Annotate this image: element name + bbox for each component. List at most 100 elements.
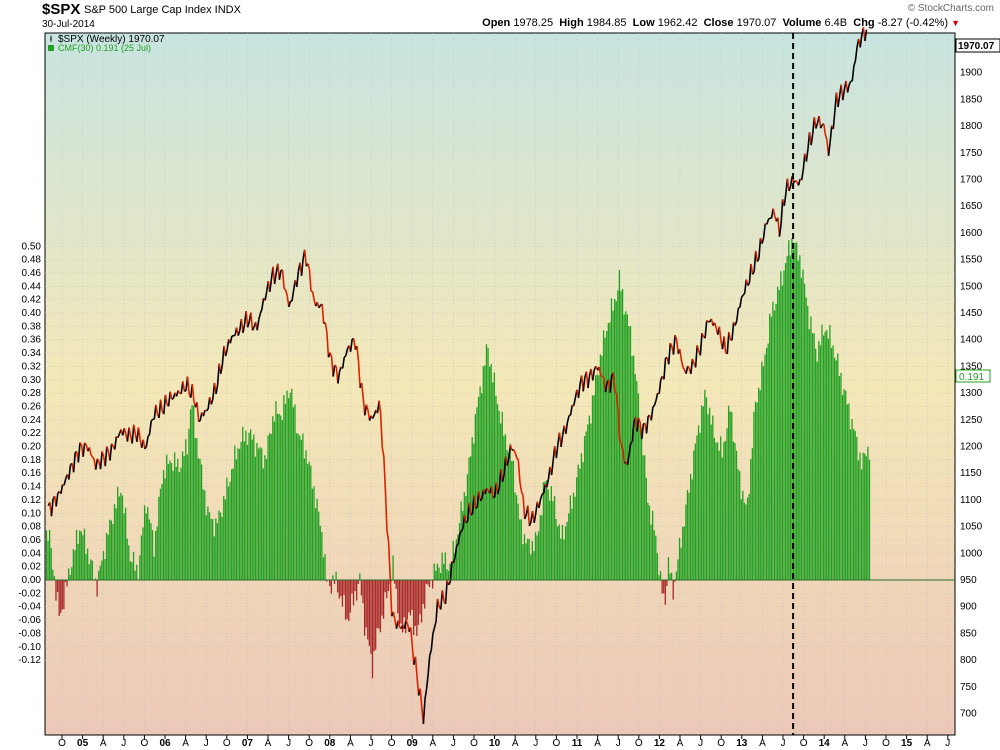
cmf-bar [811, 333, 814, 580]
cmf-bar [705, 397, 708, 580]
cmf-bar [86, 548, 89, 580]
price-segment [685, 365, 689, 374]
price-segment [680, 359, 684, 368]
price-segment [210, 398, 214, 405]
cmf-bar [200, 464, 203, 580]
price-segment [381, 447, 385, 457]
cmf-bar [368, 580, 370, 646]
cmf-bar [487, 347, 489, 580]
cmf-bar [439, 573, 442, 580]
price-segment [50, 499, 54, 517]
price-segment [846, 84, 850, 93]
price-segment [523, 514, 528, 520]
price-segment [284, 289, 289, 297]
price-segment [797, 178, 801, 186]
cmf-bar [742, 490, 744, 580]
cmf-bar [56, 580, 59, 593]
cmf-bar [721, 457, 723, 580]
cmf-bar [318, 511, 320, 580]
cmf-bar [761, 361, 763, 580]
cmf-bar [397, 580, 399, 614]
cmf-bar [659, 571, 662, 580]
price-segment [672, 335, 676, 355]
last-cmf-text: 0.191 [959, 372, 984, 383]
x-tick-label: A [182, 738, 189, 749]
price-segment [269, 278, 273, 292]
cmf-bar [715, 442, 717, 580]
cmf-bar [854, 431, 856, 580]
cmf-bar [536, 535, 538, 580]
price-segment [150, 418, 154, 422]
cmf-bar [289, 392, 291, 580]
price-segment [652, 404, 656, 408]
cmf-bar [367, 580, 369, 640]
cmf-bar [663, 580, 665, 594]
cmf-bar [647, 502, 649, 580]
cmf-bar [522, 544, 524, 580]
cmf-bar [534, 532, 537, 580]
price-segment [762, 223, 767, 238]
price-segment [191, 383, 195, 402]
price-segment [77, 442, 81, 463]
cmf-bar [265, 459, 268, 580]
cmf-bar [756, 402, 758, 580]
x-tick-label: 08 [324, 738, 336, 749]
cmf-bar [675, 571, 678, 580]
left-tick-label: 0.48 [22, 255, 42, 266]
cmf-bar [678, 537, 681, 580]
price-segment [109, 443, 113, 461]
cmf-bar [416, 580, 418, 636]
price-segment [560, 435, 564, 447]
price-segment [630, 441, 633, 444]
price-segment [675, 339, 679, 354]
price-segment [259, 308, 263, 314]
x-tick-label: J [863, 738, 868, 749]
cmf-bar [308, 461, 310, 580]
cmf-bar [490, 364, 492, 580]
cmf-bar [599, 354, 602, 580]
cmf-bar [704, 389, 706, 580]
cmf-bar [474, 414, 477, 580]
price-segment [264, 291, 268, 301]
cmf-bar [400, 580, 402, 624]
cmf-bar [420, 580, 423, 623]
cmf-bar [838, 376, 841, 580]
cmf-bar [199, 458, 201, 580]
left-tick-label: 0.30 [22, 375, 42, 386]
cmf-bar [531, 541, 534, 580]
cmf-bar [626, 314, 628, 580]
cmf-bar [523, 534, 526, 580]
price-segment [303, 249, 308, 267]
cmf-bar [764, 354, 766, 580]
cmf-bar [276, 413, 279, 580]
cmf-bar [102, 550, 105, 580]
cmf-bar [835, 360, 837, 580]
cmf-bar [568, 513, 570, 580]
price-segment [778, 223, 782, 237]
cmf-bar [216, 523, 219, 580]
price-segment [332, 364, 336, 377]
cmf-bar [617, 290, 619, 580]
cmf-bar [862, 452, 864, 580]
price-segment [473, 495, 477, 509]
cmf-bar [240, 441, 242, 580]
price-segment [63, 478, 67, 486]
cmf-bar [123, 513, 125, 580]
cmf-bar [699, 432, 701, 580]
cmf-bar [170, 462, 173, 580]
x-tick-label: O [800, 738, 808, 749]
cmf-bar [775, 303, 777, 580]
cmf-bar [325, 580, 328, 582]
price-segment [682, 366, 686, 371]
price-segment [800, 169, 805, 181]
cmf-bar [449, 563, 451, 580]
price-segment [128, 427, 132, 437]
high-label: High [559, 17, 584, 29]
left-tick-label: 0.44 [22, 281, 42, 292]
price-segment [628, 442, 632, 455]
cmf-bar [794, 242, 796, 580]
cmf-bar [278, 413, 280, 580]
cmf-bar [297, 433, 299, 580]
cmf-bar [338, 580, 340, 599]
price-segment [718, 326, 722, 341]
